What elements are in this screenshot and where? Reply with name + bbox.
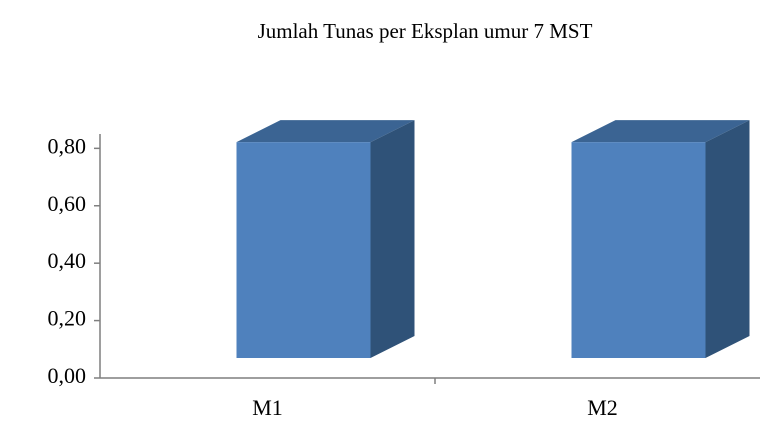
bar-front [571,142,706,358]
x-tick-label: M2 [587,395,618,420]
y-tick-label: 0,60 [48,191,87,216]
chart-title: Jumlah Tunas per Eksplan umur 7 MST [258,19,593,43]
bar [236,120,415,358]
bar-top [236,120,415,143]
y-tick-label: 0,40 [48,248,87,273]
bar-front [236,142,371,358]
y-tick-label: 0,00 [48,363,87,388]
bar-side [370,120,415,358]
y-tick-label: 0,20 [48,306,87,331]
y-tick-label: 0,80 [48,133,87,158]
bar [571,120,750,358]
bar-top [571,120,750,143]
x-tick-label: M1 [252,395,283,420]
bar-side [705,120,750,358]
